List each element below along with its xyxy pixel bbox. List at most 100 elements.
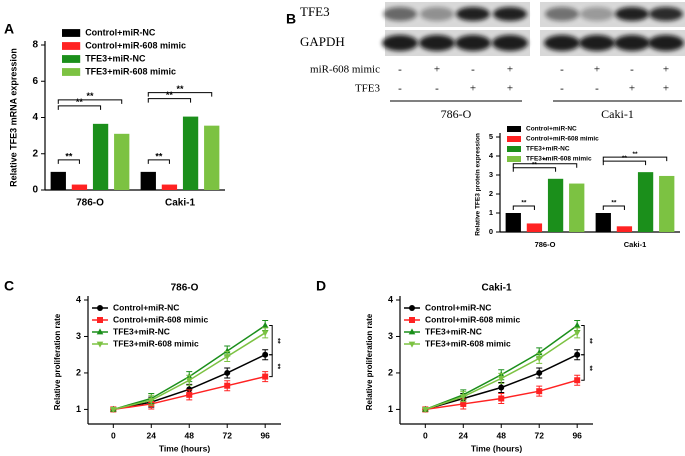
significance-label: ** — [532, 162, 538, 169]
significance-label: ** — [622, 155, 628, 162]
y-axis-label: Relative proliferation rate — [53, 313, 62, 410]
marker — [536, 388, 543, 395]
legend-label: TFE3+miR-NC — [526, 146, 570, 153]
marker — [147, 397, 155, 404]
significance-label: ** — [632, 151, 638, 158]
y-tick-label: 2 — [32, 148, 38, 159]
bar — [50, 171, 66, 190]
significance-label: ** — [585, 338, 592, 344]
y-tick-label: 4 — [32, 112, 38, 123]
marker — [460, 400, 467, 407]
x-tick-label: Caki-1 — [624, 240, 647, 249]
marker — [574, 377, 581, 384]
marker — [186, 391, 193, 398]
bar — [182, 116, 199, 190]
x-tick-label: 48 — [497, 430, 507, 440]
blot-band — [544, 35, 580, 51]
blot-band — [580, 7, 614, 21]
significance-bracket — [602, 160, 647, 166]
legend-label: TFE3+miR-608 mimic — [425, 338, 511, 348]
marker — [110, 407, 117, 414]
y-axis-label: Relative proliferation rate — [365, 313, 374, 410]
legend-label: TFE3+miR-608 mimic — [526, 156, 592, 163]
sign: + — [470, 83, 476, 95]
sign: + — [507, 64, 513, 76]
marker — [498, 384, 505, 391]
bar — [140, 171, 156, 190]
y-tick-label: 4 — [489, 151, 494, 160]
y-axis-label: Relative TFE3 mRNA expression — [8, 48, 18, 187]
sign: + — [629, 83, 635, 95]
bar — [595, 213, 611, 232]
significance-label: ** — [86, 91, 94, 101]
panel-letter: B — [286, 11, 296, 27]
x-axis-label: Time (hours) — [471, 443, 522, 453]
marker — [498, 395, 505, 402]
legend-swatch — [62, 42, 81, 50]
y-axis-label: Relative TFE3 protein expression — [475, 133, 482, 236]
y-tick-label: 3 — [388, 331, 393, 341]
sign: - — [630, 64, 634, 76]
blot-band — [614, 35, 650, 51]
significance-bracket — [57, 105, 102, 110]
y-tick-label: 6 — [32, 76, 38, 87]
blot-label: TFE3 — [300, 4, 330, 19]
x-tick-label: 0 — [423, 430, 428, 440]
significance-bracket — [512, 163, 578, 168]
bar — [616, 226, 633, 232]
significance-label: ** — [155, 151, 163, 161]
sign: + — [663, 83, 669, 95]
sign: + — [663, 64, 669, 76]
x-tick-label: 786-O — [76, 198, 104, 209]
bar — [637, 172, 654, 232]
legend-label: TFE3+miR-NC — [85, 53, 146, 63]
y-tick-label: 2 — [388, 367, 393, 377]
sign: - — [471, 64, 475, 76]
x-tick-label: 0 — [111, 430, 116, 440]
panel-letter: C — [4, 278, 14, 294]
blot-band — [382, 35, 418, 51]
significance-label: ** — [542, 158, 548, 165]
legend-label: Control+miR-NC — [113, 302, 179, 312]
blot-band — [579, 35, 615, 51]
sign: + — [434, 64, 440, 76]
significance-label: ** — [273, 364, 280, 370]
y-tick-label: 1 — [388, 404, 393, 414]
chart-title: Caki-1 — [481, 283, 511, 294]
marker — [573, 330, 581, 337]
x-tick-label: 24 — [459, 430, 469, 440]
x-tick-label: 96 — [260, 430, 270, 440]
sign: - — [595, 83, 599, 95]
bar — [161, 184, 178, 190]
y-tick-label: 1 — [489, 208, 493, 217]
significance-label: ** — [273, 338, 280, 344]
blot-band — [492, 35, 528, 51]
significance-label: ** — [76, 97, 84, 107]
significance-bracket — [581, 354, 585, 381]
marker — [261, 321, 269, 328]
blot-band — [648, 35, 684, 51]
bar — [526, 223, 543, 232]
y-tick-label: 4 — [76, 294, 81, 304]
marker — [574, 351, 581, 358]
bar — [92, 123, 109, 190]
marker — [536, 369, 543, 376]
significance-bracket — [147, 159, 170, 164]
legend-label: Control+miR-NC — [85, 27, 156, 37]
x-tick-label: 72 — [222, 430, 232, 440]
significance-label: ** — [585, 365, 592, 371]
legend-marker — [97, 317, 103, 323]
legend-marker — [408, 328, 416, 335]
blot-band — [615, 7, 649, 21]
bar — [547, 178, 564, 232]
significance-bracket — [602, 205, 625, 210]
y-tick-label: 2 — [489, 189, 493, 198]
y-tick-label: 5 — [489, 132, 493, 141]
legend-label: Control+miR-608 mimic — [85, 40, 186, 50]
blot-band — [456, 7, 490, 21]
sign: - — [560, 83, 564, 95]
marker — [224, 382, 231, 389]
legend-swatch — [62, 68, 81, 76]
y-tick-label: 0 — [489, 227, 493, 236]
